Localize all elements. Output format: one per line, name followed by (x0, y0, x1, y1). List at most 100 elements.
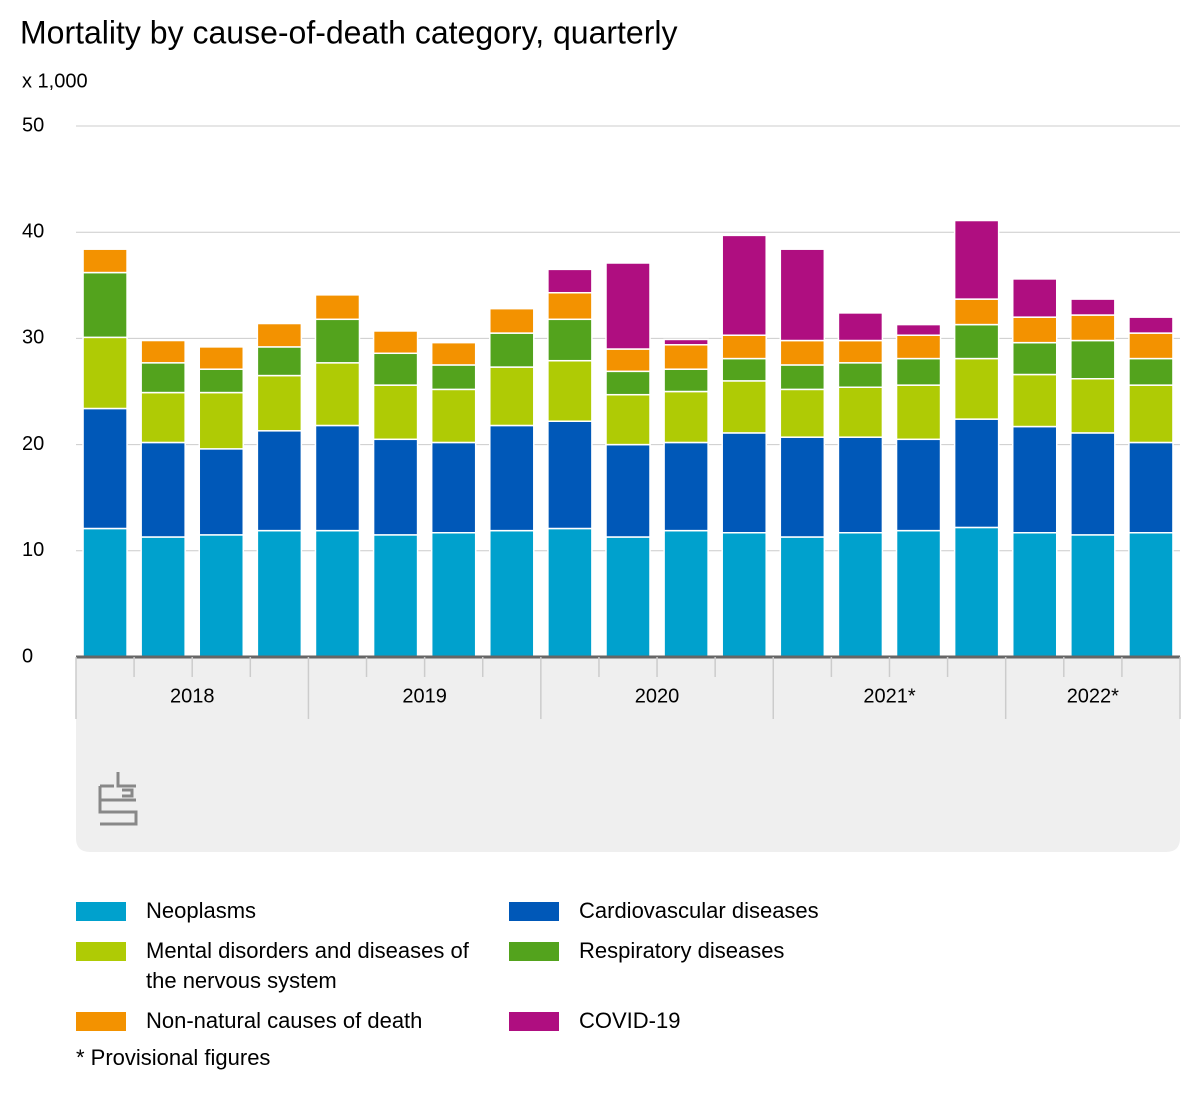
bar-segment (372, 352, 419, 386)
legend-item: Cardiovascular diseases (509, 896, 942, 926)
bar-segment (779, 248, 826, 342)
legend-item: Neoplasms (76, 896, 509, 926)
bar-segment (1070, 314, 1116, 342)
bar-segment (314, 529, 361, 658)
bar-segment (198, 346, 245, 370)
bar-segment (1011, 425, 1058, 534)
bar-segment (198, 391, 245, 450)
bar-segment (953, 526, 1000, 658)
bar-segment (547, 291, 593, 321)
bar-segment (1128, 384, 1174, 444)
bar-segment (895, 384, 942, 441)
bar-segment (198, 534, 245, 658)
legend-label: Cardiovascular diseases (579, 898, 819, 923)
y-tick-label: 50 (22, 114, 44, 136)
bar-segment (1128, 441, 1174, 534)
bar-segment (779, 436, 826, 538)
legend-swatch (509, 1012, 559, 1031)
chart: Mortality by cause-of-death category, qu… (20, 14, 1181, 852)
y-tick-label: 30 (22, 327, 44, 349)
bar-segment (605, 443, 651, 538)
bar-segment (1011, 316, 1058, 344)
legend-label: Mental disorders and diseases of the ner… (146, 938, 469, 993)
bar-segment (314, 424, 361, 532)
bar-segment (430, 364, 477, 391)
bar-segment (663, 390, 709, 444)
bar-segment (1070, 534, 1116, 658)
bar-segment (721, 234, 767, 336)
bar-segment (372, 384, 419, 441)
bar-segment (663, 344, 709, 370)
legend-item: Mental disorders and diseases of the ner… (76, 936, 509, 996)
bar-segment (489, 307, 535, 334)
bar-segment (663, 441, 709, 532)
bar-segment (1070, 339, 1116, 380)
bar-segment (605, 370, 651, 396)
bar-segment (895, 438, 942, 532)
bar-segment (372, 438, 419, 536)
legend-swatch (509, 902, 559, 921)
bar-segment (895, 529, 942, 658)
bar-segment (1011, 531, 1058, 658)
bar-segment (547, 359, 593, 422)
legend-item: COVID-19 (509, 1006, 942, 1036)
bar-segment (1128, 531, 1174, 658)
chart-title: Mortality by cause-of-death category, qu… (20, 14, 677, 50)
bar-segment (953, 219, 1000, 300)
bar-segment (489, 332, 535, 368)
bar-segment (953, 357, 1000, 420)
bar-segment (256, 529, 303, 658)
bar-segment (140, 339, 186, 364)
legend-item: Respiratory diseases (509, 936, 942, 996)
legend-swatch (76, 1012, 126, 1031)
bar-segment (779, 364, 826, 391)
bar-segment (198, 368, 245, 394)
legend-swatch (76, 942, 126, 961)
bar-segment (1128, 357, 1174, 386)
bar-segment (837, 436, 884, 534)
bar-segment (489, 424, 535, 532)
bar-segment (489, 529, 535, 658)
bar-segment (82, 248, 128, 274)
bar-segment (372, 534, 419, 658)
bar-segment (256, 322, 303, 348)
bar-segment (1011, 373, 1058, 428)
bar-segment (256, 346, 303, 377)
bar-segment (605, 393, 651, 446)
bar-segment (256, 430, 303, 532)
bar-segment (663, 368, 709, 393)
bar-segment (895, 323, 942, 336)
bar-segment (1011, 341, 1058, 376)
bar-segment (663, 338, 709, 346)
bar-segment (837, 531, 884, 658)
bar-segment (779, 388, 826, 438)
bar-segment (489, 366, 535, 427)
legend-swatch (76, 902, 126, 921)
bar-segment (82, 271, 128, 339)
legend: Neoplasms Cardiovascular diseases Mental d… (76, 896, 942, 1036)
bar-segment (430, 341, 477, 366)
legend-label: Neoplasms (146, 898, 257, 923)
bar-segment (605, 348, 651, 373)
bar-segment (82, 527, 128, 658)
bar-segment (547, 318, 593, 362)
year-label: 2018 (170, 685, 215, 707)
bar-segment (895, 334, 942, 360)
y-tick-label: 10 (22, 539, 44, 561)
bar-segment (430, 531, 477, 658)
axis-panel (76, 657, 1180, 852)
y-tick-label: 0 (22, 645, 33, 667)
bar-segment (721, 380, 767, 434)
bar-segment (314, 294, 361, 321)
bar-segment (837, 312, 884, 342)
footnote: * Provisional figures (76, 1045, 271, 1070)
bar-segment (721, 357, 767, 382)
bar-segment (721, 334, 767, 360)
bar-segment (430, 388, 477, 444)
legend-item: Non-natural causes of death (76, 1006, 509, 1036)
bar-segment (314, 318, 361, 364)
bar-segment (1011, 278, 1058, 318)
year-label: 2020 (635, 685, 680, 707)
bar-segment (895, 357, 942, 386)
year-label: 2019 (402, 685, 447, 707)
